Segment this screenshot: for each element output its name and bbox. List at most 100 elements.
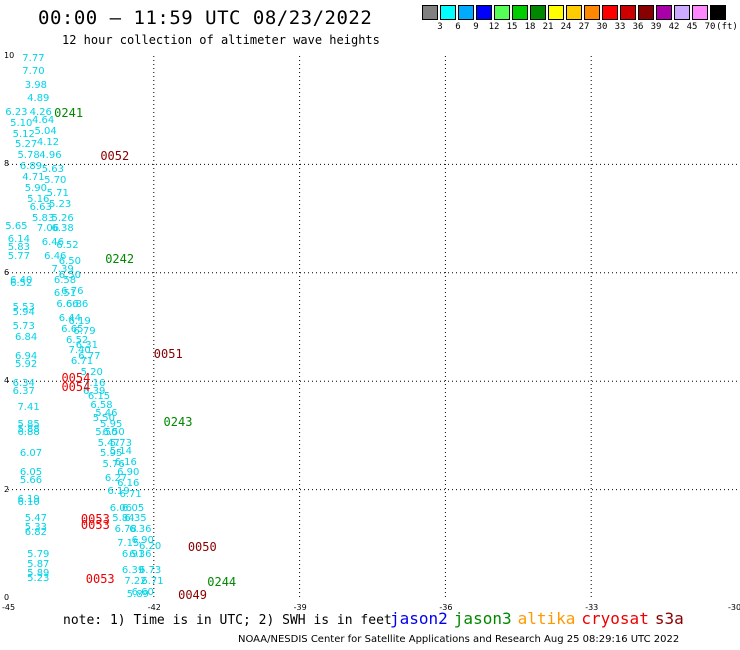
wave-height-value: 6.88 <box>17 426 40 438</box>
wave-height-value: 6.90 <box>131 535 154 547</box>
wave-height-value: 4.12 <box>36 136 60 148</box>
scale-swatch <box>422 5 438 20</box>
wave-height-value: 6.46 <box>41 236 64 248</box>
pass-label: 0052 <box>100 149 130 164</box>
scale-swatch <box>440 5 456 20</box>
wave-height-value: 5.84 <box>112 513 135 525</box>
wave-height-value: 5.83 <box>32 212 55 224</box>
y-tick-label: 6 <box>4 267 10 277</box>
wave-height-value: 6.50 <box>58 255 82 267</box>
wave-height-value: 6.19 <box>17 494 40 506</box>
pass-label: 0241 <box>54 105 84 120</box>
page-subtitle: 12 hour collection of altimeter wave hei… <box>62 33 380 47</box>
y-tick-label: 10 <box>4 51 15 60</box>
wave-height-value: 5.33 <box>24 521 47 533</box>
scale-tick-label: 6 <box>455 22 461 32</box>
wave-height-value: 5.10 <box>10 117 33 129</box>
wave-height-value: 6.10 <box>17 497 40 509</box>
x-tick-label: -36 <box>439 603 453 612</box>
scale-unit-label: (ft) <box>716 22 738 32</box>
wave-height-value: 6.36 <box>129 524 152 536</box>
scale-swatch <box>512 5 528 20</box>
scale-tick-label: 33 <box>614 22 626 32</box>
wave-height-value: 5.76 <box>102 459 125 471</box>
scale-tick-label: 24 <box>560 22 572 32</box>
wave-height-value: 5.63 <box>41 163 64 175</box>
scale-tick-label: 27 <box>578 22 590 32</box>
scale-tick-label: 39 <box>650 22 662 32</box>
wave-height-value: 5.70 <box>44 174 67 186</box>
wave-height-value: 7.22 <box>124 575 147 587</box>
scale-swatch <box>548 5 564 20</box>
wave-height-value: 6.77 <box>78 350 101 362</box>
wave-height-value: 5.73 <box>12 321 35 332</box>
wave-height-value: 6.89 <box>19 161 43 173</box>
wave-height-value: 5.27 <box>15 139 38 151</box>
pass-label: 0053 <box>80 512 110 527</box>
credits-footer: NOAA/NESDIS Center for Satellite Applica… <box>238 634 680 645</box>
scale-swatch <box>476 5 492 20</box>
wave-height-value: 6.07 <box>19 448 43 460</box>
scale-tick-label: 70 <box>704 22 716 32</box>
wave-height-value: 5.53 <box>12 302 35 314</box>
wave-height-value: 5.95 <box>100 418 123 430</box>
wave-height-value: 6.50 <box>102 426 125 438</box>
legend-item-cryosat: cryosat <box>581 609 649 628</box>
wave-height-value: 5.23 <box>49 199 72 211</box>
wave-height-value: 7.41 <box>17 402 40 414</box>
wave-height-value: 5.95 <box>100 448 123 460</box>
wave-height-value: 6.44 <box>58 312 82 324</box>
pass-label: 0050 <box>187 539 217 554</box>
scale-swatch <box>458 5 474 20</box>
wave-height-value: 6.63 <box>29 201 52 213</box>
wave-height-value: 5.16 <box>27 193 50 205</box>
wave-height-value: 6.27 <box>104 472 128 484</box>
wave-height-value: 5.23 <box>27 573 50 585</box>
wave-height-value: 6.38 <box>51 223 74 235</box>
pass-label: 0053 <box>85 572 115 587</box>
wave-height-value: 6.36 <box>129 548 152 560</box>
wave-height-value: 6.52 <box>66 334 89 346</box>
wave-height-value: 5.89 <box>27 567 50 579</box>
wave-height-value: 5.92 <box>15 358 38 370</box>
wave-height-value: 5.47 <box>24 513 47 525</box>
wave-height-value: 6.35 <box>124 513 147 525</box>
wave-height-value: 6.52 <box>56 239 79 251</box>
scale-tick-label: 45 <box>686 22 698 32</box>
wave-height-value: 4.64 <box>32 115 55 127</box>
wave-height-value: 7.06 <box>36 223 60 235</box>
pass-label: 0053 <box>80 517 110 532</box>
wave-height-value: 5.20 <box>80 367 103 379</box>
wave-height-value: 7.16 <box>83 377 106 389</box>
legend-item-s3a: s3a <box>654 609 684 628</box>
wave-height-value: 6.46 <box>44 250 67 262</box>
wave-height-value: 5.87 <box>27 559 50 571</box>
wave-height-value: 6.79 <box>73 326 96 338</box>
scale-tick-label: 21 <box>542 22 554 32</box>
wave-height-value: 4.26 <box>29 106 52 118</box>
wave-height-value: 6.86 <box>66 299 89 311</box>
wave-height-value: 7.15 <box>117 537 140 549</box>
wave-height-value: 6.34 <box>12 377 35 389</box>
scale-swatch <box>530 5 546 20</box>
wave-height-value: 6.50 <box>58 269 82 281</box>
wave-height-value: 5.66 <box>19 475 43 487</box>
pass-label: 0051 <box>153 347 183 362</box>
wave-height-value: 6.51 <box>53 288 77 300</box>
pass-label: 0243 <box>163 414 193 429</box>
wave-height-value: 6.82 <box>24 526 47 538</box>
pass-label: 0242 <box>105 252 135 267</box>
x-tick-label: -42 <box>147 603 161 612</box>
wave-height-value: 6.71 <box>119 489 142 501</box>
wave-height-value: 6.71 <box>70 356 94 368</box>
wave-height-value: 6.52 <box>10 277 33 289</box>
x-tick-label: -30 <box>728 603 740 612</box>
wave-height-value: 5.12 <box>12 128 35 140</box>
legend-item-jason2: jason2 <box>390 609 448 628</box>
scale-swatch <box>710 5 726 20</box>
wave-height-value: 7.77 <box>22 52 45 64</box>
wave-height-value: 5.90 <box>24 182 47 194</box>
wave-height-value: 5.50 <box>95 426 118 438</box>
wave-height-value: 6.31 <box>75 339 99 351</box>
